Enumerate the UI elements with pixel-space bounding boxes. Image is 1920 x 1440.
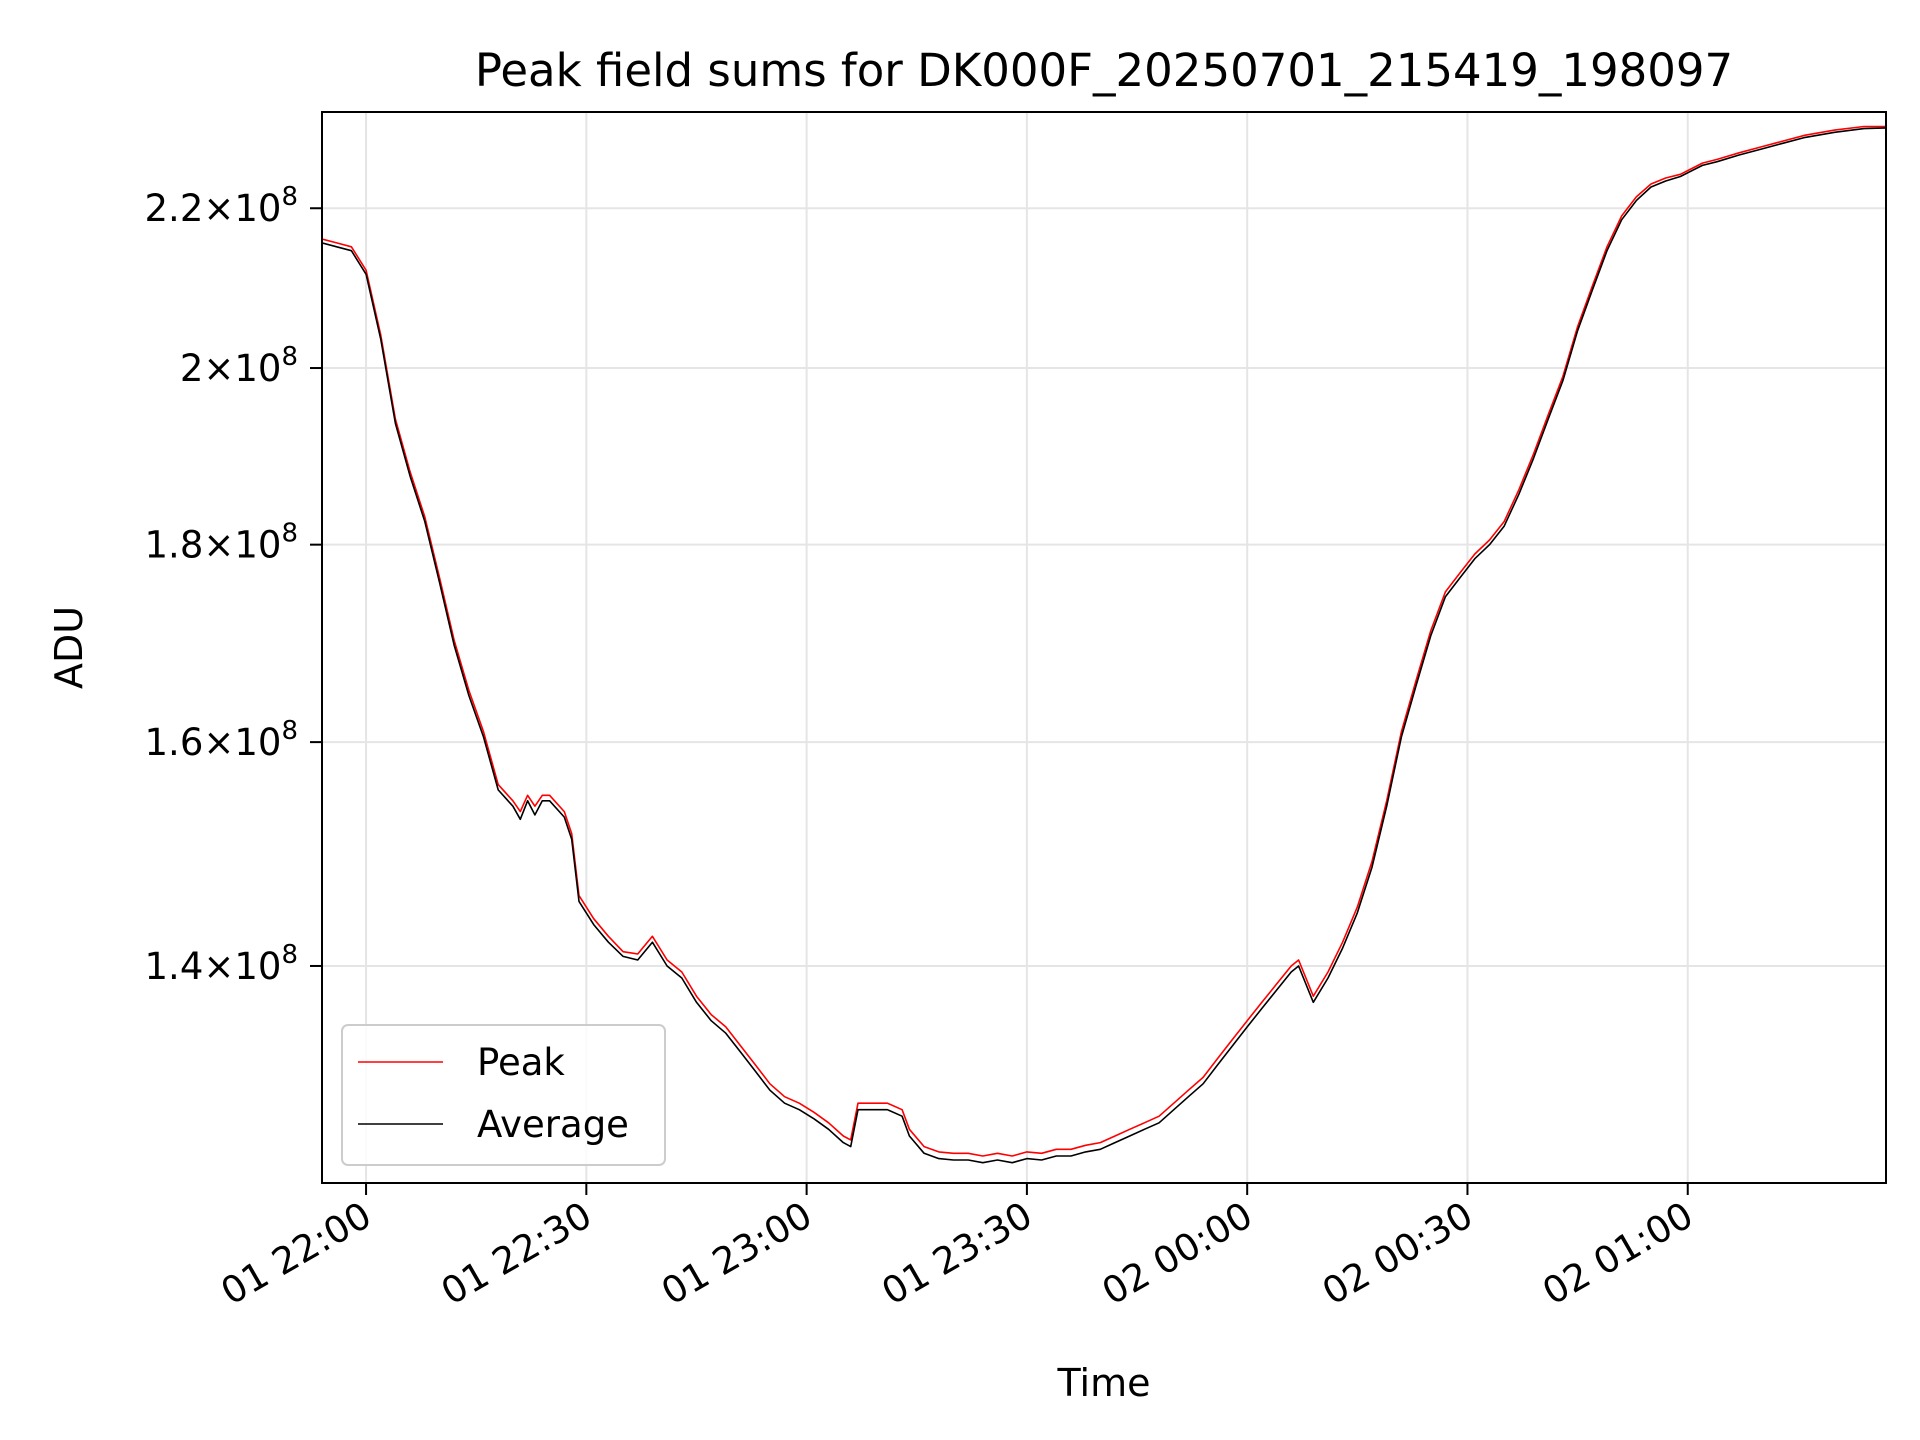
y-tick-label: 2×108 bbox=[180, 342, 298, 390]
y-tick-times: ×10 bbox=[203, 187, 281, 230]
series-line-peak bbox=[322, 125, 1886, 1157]
legend-box bbox=[341, 1024, 666, 1166]
y-tick-mantissa: 1.8 bbox=[145, 524, 204, 567]
y-tick-mantissa: 1.4 bbox=[145, 945, 204, 988]
y-tick-exponent: 8 bbox=[281, 940, 298, 970]
y-tick-exponent: 8 bbox=[281, 342, 298, 372]
y-tick-exponent: 8 bbox=[281, 519, 298, 549]
legend-label-peak: Peak bbox=[477, 1041, 565, 1084]
y-tick-label: 1.4×108 bbox=[145, 940, 298, 988]
x-axis-label: Time bbox=[1057, 1361, 1151, 1405]
y-axis-label: ADU bbox=[47, 606, 91, 689]
legend: Peak Average bbox=[341, 1024, 666, 1166]
y-tick-times: ×10 bbox=[203, 721, 281, 764]
chart-title: Peak field sums for DK000F_20250701_2154… bbox=[475, 44, 1733, 97]
y-tick-mantissa: 2 bbox=[180, 347, 204, 390]
series-line-average bbox=[322, 127, 1886, 1164]
y-tick-label: 2.2×108 bbox=[145, 182, 298, 230]
y-tick-label: 1.8×108 bbox=[145, 519, 298, 567]
y-tick-mantissa: 1.6 bbox=[145, 721, 204, 764]
y-tick-exponent: 8 bbox=[281, 182, 298, 212]
legend-label-average: Average bbox=[477, 1103, 629, 1146]
plot-frame bbox=[321, 111, 1887, 1184]
y-tick-times: ×10 bbox=[203, 524, 281, 567]
series-layer bbox=[322, 125, 1886, 1164]
grid-lines bbox=[322, 112, 1886, 1183]
y-tick-times: ×10 bbox=[203, 945, 281, 988]
y-tick-times: ×10 bbox=[203, 347, 281, 390]
y-tick-label: 1.6×108 bbox=[145, 716, 298, 764]
y-tick-mantissa: 2.2 bbox=[145, 187, 204, 230]
y-tick-exponent: 8 bbox=[281, 716, 298, 746]
